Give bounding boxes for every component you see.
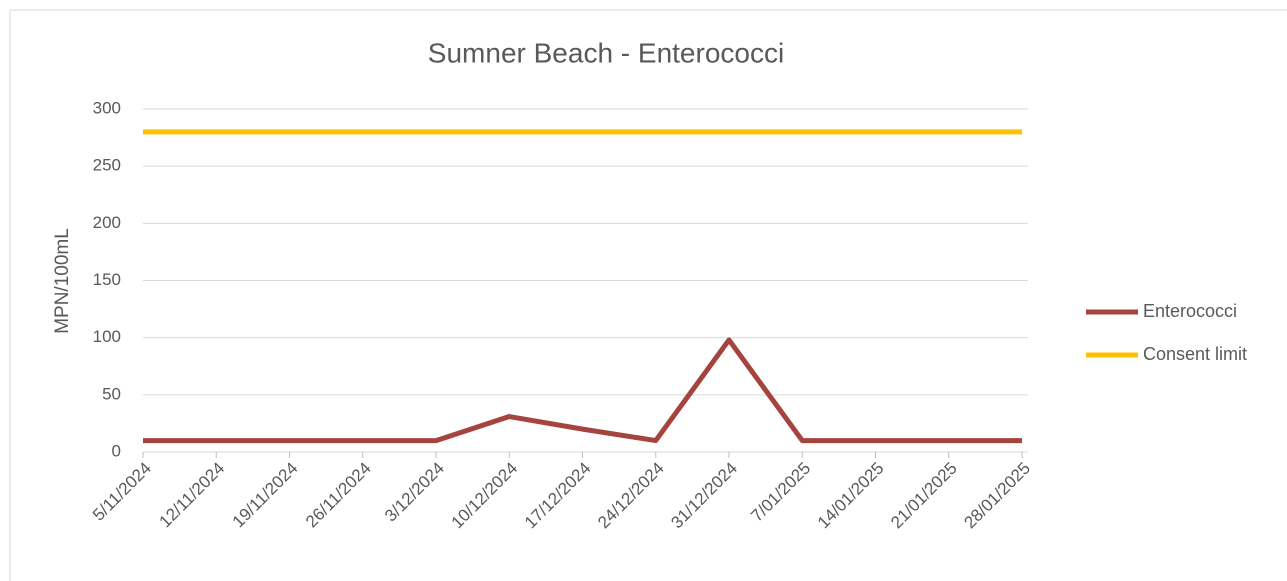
chart-title: Sumner Beach - Enterococci [428, 37, 784, 68]
y-tick-label: 50 [102, 384, 121, 403]
y-tick-label: 300 [93, 98, 121, 117]
y-tick-label: 150 [93, 270, 121, 289]
y-tick-label: 200 [93, 213, 121, 232]
y-tick-label: 250 [93, 156, 121, 175]
data-line [143, 337, 1022, 444]
chart-frame [9, 9, 1287, 581]
y-tick-label: 0 [112, 441, 121, 460]
legend-label: Enterococci [1143, 301, 1237, 321]
y-axis-label: MPN/100mL [52, 228, 73, 334]
y-tick-label: 100 [93, 327, 121, 346]
legend-label: Consent limit [1143, 344, 1247, 364]
